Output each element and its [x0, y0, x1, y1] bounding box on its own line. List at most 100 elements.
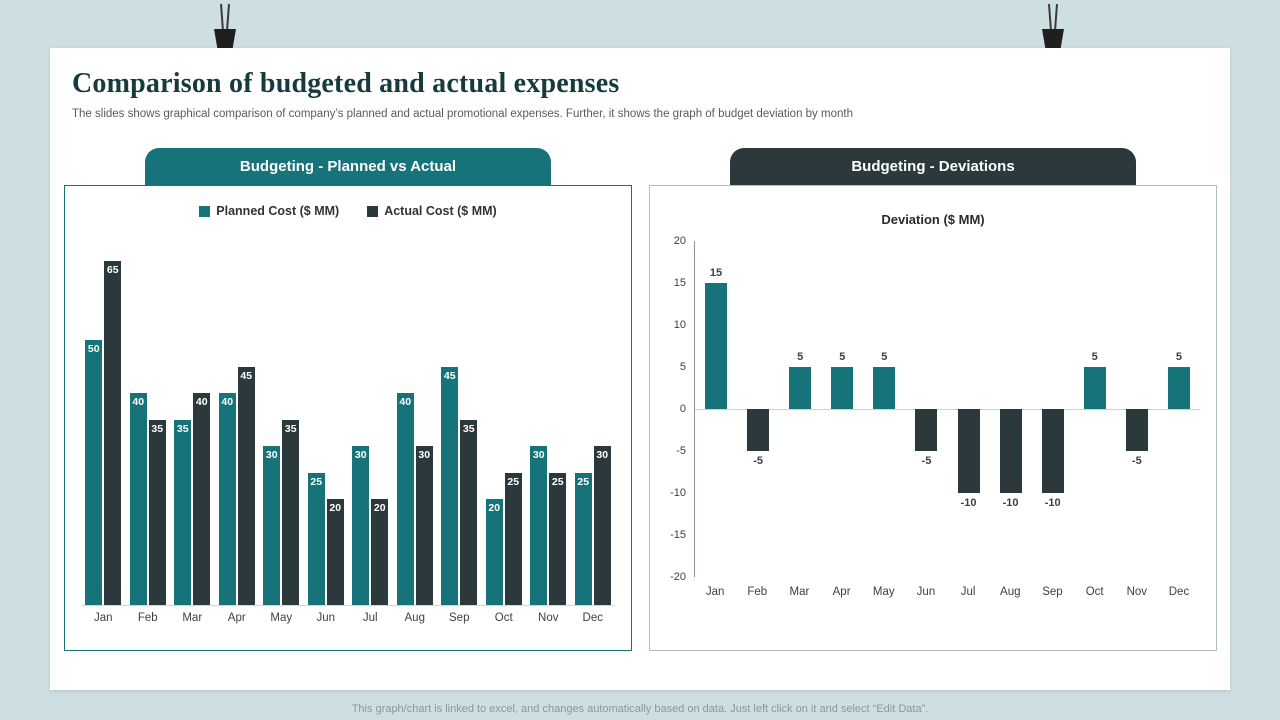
- bar-value-label: 30: [265, 449, 278, 461]
- positive-deviation-bar: [831, 367, 854, 409]
- planned-vs-actual-plot: 50 65 40 35 35 40 40 45 30 35 25 20 30 20 40 30 45 35 20 25…: [81, 234, 615, 606]
- month-bar-group: 35 40: [170, 234, 215, 605]
- planned-vs-actual-panel: Budgeting - Planned vs Actual Planned Co…: [64, 148, 632, 651]
- planned-vs-actual-chart[interactable]: Planned Cost ($ MM) Actual Cost ($ MM) 50…: [64, 185, 632, 651]
- bar-value-label: 40: [195, 396, 208, 408]
- planned-bar: 30: [263, 446, 281, 605]
- month-label: Aug: [1000, 586, 1021, 598]
- positive-deviation-bar: [1083, 367, 1106, 409]
- planned-bar: 40: [218, 393, 236, 605]
- deviation-value-label: -5: [753, 455, 763, 467]
- month-bar-group: 20 25: [482, 234, 527, 605]
- month-label: Dec: [1168, 586, 1190, 598]
- bar-value-label: 30: [354, 449, 367, 461]
- deviation-bar-column: 5: [863, 241, 905, 577]
- actual-bar: 20: [371, 499, 389, 605]
- bar-value-label: 25: [551, 475, 564, 488]
- actual-bar: 35: [148, 419, 166, 605]
- deviation-bar-column: -5: [737, 241, 779, 577]
- bar-value-label: 25: [310, 475, 323, 488]
- month-label: Sep: [449, 612, 470, 624]
- actual-bar: 30: [593, 446, 611, 605]
- bar-value-label: 20: [329, 502, 342, 514]
- month-label: Apr: [227, 612, 246, 624]
- legend-item: Planned Cost ($ MM): [199, 204, 339, 218]
- month-bar-group: 25 20: [304, 234, 349, 605]
- actual-bar: 40: [193, 393, 211, 605]
- negative-deviation-bar: [957, 409, 980, 493]
- y-axis-tick-label: 10: [673, 319, 686, 331]
- negative-deviation-bar: [1125, 409, 1148, 451]
- deviation-value-label: 15: [709, 267, 723, 279]
- month-bar-group: 30 35: [259, 234, 304, 605]
- month-bar-group: 25 30: [571, 234, 616, 605]
- month-label: Jul: [960, 586, 976, 598]
- month-label: Sep: [1042, 586, 1063, 598]
- deviation-value-label: -10: [960, 497, 977, 509]
- deviations-chart[interactable]: Deviation ($ MM) 15 -5 5 5 5 -5 -10 -10 -10 5 -5 5 …: [649, 185, 1217, 651]
- deviation-bar-column: 5: [1074, 241, 1116, 577]
- footer-note: This graph/chart is linked to excel, and…: [351, 703, 929, 715]
- deviation-bar-column: 15: [695, 241, 737, 577]
- planned-bar: 25: [307, 472, 325, 605]
- binder-clip-icon: [203, 3, 247, 65]
- legend-item: Actual Cost ($ MM): [367, 204, 497, 218]
- deviation-chart-title: Deviation ($ MM): [881, 212, 985, 227]
- month-label: Mar: [182, 612, 203, 624]
- deviations-panel: Budgeting - Deviations Deviation ($ MM) …: [649, 148, 1217, 651]
- actual-bar: 45: [237, 366, 255, 605]
- actual-bar: 65: [104, 260, 122, 605]
- month-bar-group: 50 65: [81, 234, 126, 605]
- y-axis-tick-label: -10: [670, 487, 686, 499]
- bar-value-label: 20: [373, 502, 386, 514]
- positive-deviation-bar: [789, 367, 812, 409]
- deviation-bar-column: -10: [1032, 241, 1074, 577]
- y-axis-tick-label: 5: [679, 361, 686, 373]
- month-label: May: [872, 586, 895, 598]
- planned-bar: 45: [441, 366, 459, 605]
- planned-bar: 25: [574, 472, 592, 605]
- deviation-bar-column: 5: [821, 241, 863, 577]
- y-axis-tick-label: -15: [670, 529, 686, 541]
- planned-bar: 50: [85, 340, 103, 605]
- deviation-value-label: 5: [1091, 351, 1098, 363]
- positive-deviation-bar: [873, 367, 896, 409]
- deviation-value-label: -10: [1002, 497, 1019, 509]
- deviation-plot-wrap: 15 -5 5 5 5 -5 -10 -10 -10 5 -5 5 20 15 10 5 0 -5 -10 -15 -…: [670, 235, 1200, 598]
- bar-value-label: 45: [443, 369, 456, 382]
- actual-bar: 20: [326, 499, 344, 605]
- actual-bar: 35: [460, 419, 478, 605]
- deviation-value-label: 5: [881, 351, 888, 363]
- deviation-bar-column: 5: [779, 241, 821, 577]
- month-label: Feb: [137, 612, 158, 624]
- deviation-value-label: -5: [921, 455, 932, 467]
- month-label: Oct: [1085, 586, 1104, 598]
- deviation-value-label: -5: [1131, 455, 1142, 467]
- month-label: Jul: [362, 612, 378, 624]
- page-title: Comparison of budgeted and actual expens…: [72, 68, 620, 99]
- y-axis-tick-label: 20: [673, 235, 686, 247]
- bar-value-label: 35: [284, 422, 297, 435]
- deviation-value-label: -10: [1044, 497, 1061, 509]
- deviations-header: Budgeting - Deviations: [730, 148, 1136, 185]
- month-label: Oct: [494, 612, 513, 624]
- planned-vs-actual-header: Budgeting - Planned vs Actual: [145, 148, 551, 185]
- bar-value-label: 20: [488, 502, 501, 514]
- deviation-value-label: 5: [839, 351, 846, 363]
- month-label: Apr: [832, 586, 851, 598]
- deviation-bar-column: -5: [905, 241, 947, 577]
- month-label: Nov: [538, 612, 559, 624]
- deviation-bar-column: 5: [1158, 241, 1200, 577]
- deviation-bar-column: -10: [990, 241, 1032, 577]
- binder-clip-icon: [1031, 3, 1075, 65]
- actual-bar: 25: [549, 472, 567, 605]
- bar-value-label: 35: [462, 422, 475, 435]
- month-label: Dec: [582, 612, 603, 624]
- month-label: Jun: [916, 586, 936, 598]
- deviation-plot: 15 -5 5 5 5 -5 -10 -10 -10 5 -5 5 20 15 10 5 0 -5 -10 -15 -…: [670, 235, 1200, 583]
- bar-value-label: 35: [176, 422, 189, 435]
- negative-deviation-bar: [1041, 409, 1064, 493]
- planned-bar: 30: [352, 446, 370, 605]
- y-axis-tick-label: -20: [670, 571, 686, 583]
- bar-value-label: 65: [106, 263, 119, 276]
